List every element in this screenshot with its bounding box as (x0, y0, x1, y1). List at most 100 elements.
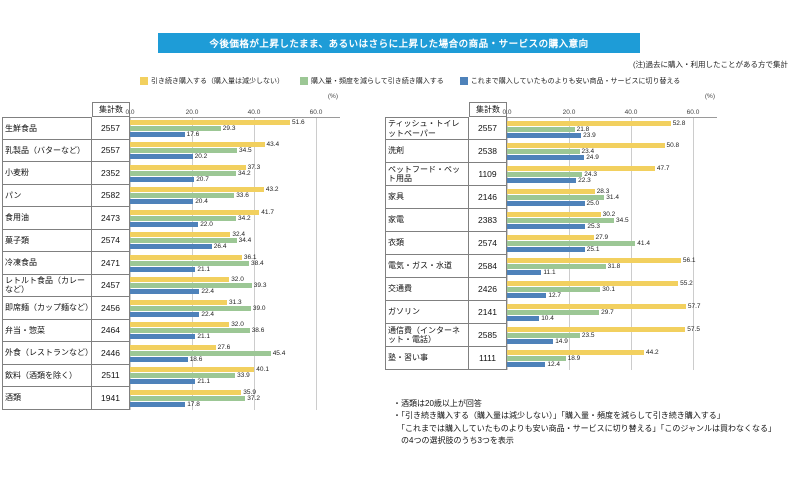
bar-group: 52.8 21.8 23.9 (507, 117, 717, 140)
bar-line: 31.4 (507, 194, 717, 201)
bar-value-label: 17.8 (187, 400, 200, 408)
bar-value-label: 28.3 (596, 188, 610, 195)
category-label: 菓子類 (2, 229, 92, 252)
category-label: 交通費 (385, 278, 469, 301)
bar-line: 26.4 (130, 243, 340, 251)
bar-line: 18.9 (507, 355, 717, 362)
bar-value-label: 38.6 (251, 327, 265, 335)
bar-value-label: 21.1 (197, 265, 211, 273)
bar-line: 41.4 (507, 240, 717, 247)
bar-value-label: 37.3 (247, 163, 261, 171)
bar-line: 29.7 (507, 309, 717, 316)
bar-value-label: 17.6 (186, 131, 200, 139)
legend-swatch (459, 77, 468, 85)
bar-line: 17.8 (130, 400, 340, 408)
category-count: 2446 (92, 342, 130, 365)
bar-line: 22.3 (507, 177, 717, 184)
bar (130, 238, 237, 244)
bar-group: 31.3 39.0 22.4 (130, 297, 340, 320)
chart-goods-services: 集計数 (%) 0.0 20.0 40.0 60.0 ティッシュ・トイレットペーパー 2557… (385, 93, 717, 370)
bar-value-label: 26.4 (213, 243, 227, 251)
category-label: 外食（レストランなど） (2, 342, 93, 365)
bar-line: 45.4 (130, 350, 340, 357)
bar-line: 34.4 (130, 238, 340, 244)
bar-value-label: 14.9 (555, 338, 568, 345)
bar-value-label: 29.3 (222, 125, 236, 133)
category-count: 2457 (92, 274, 130, 297)
bar (130, 221, 199, 227)
bar (130, 164, 246, 170)
bar (507, 362, 546, 367)
chart-row: ガソリン 2141 57.7 29.7 10.4 (385, 301, 717, 324)
category-count: 2557 (92, 117, 130, 140)
bar (507, 212, 601, 217)
bar-line: 41.7 (130, 209, 340, 216)
category-count: 2538 (469, 140, 507, 163)
chart-row: 洗剤 2538 50.8 23.4 24.9 (385, 140, 717, 163)
chart-header: 集計数 (%) 0.0 20.0 40.0 60.0 (2, 93, 340, 117)
bar-value-label: 25.3 (587, 223, 601, 230)
bar (507, 304, 686, 309)
bar (507, 120, 671, 126)
bar-line: 10.4 (507, 315, 717, 322)
bar-line: 31.8 (507, 263, 717, 270)
bar-group: 50.8 23.4 24.9 (507, 140, 717, 163)
bar (507, 195, 605, 200)
bar-group: 55.2 30.1 12.7 (507, 278, 717, 301)
bar-value-label: 55.2 (680, 280, 693, 287)
legend-label: 購入量・頻度を減らして引き続き購入する (311, 78, 444, 85)
bar (507, 333, 580, 338)
axis-tick: 60.0 (686, 109, 700, 116)
category-count: 2574 (469, 232, 507, 255)
bar-line: 34.2 (130, 170, 340, 177)
legend-item: これまで購入していたものよりも安い商品・サービスに切り替える (459, 76, 680, 86)
bar-value-label: 20.4 (195, 198, 208, 206)
bar-group: 28.3 31.4 25.0 (507, 186, 717, 209)
bar-line: 44.2 (507, 349, 717, 356)
category-count: 2141 (469, 301, 507, 324)
bar-value-label: 18.9 (567, 355, 581, 362)
bar (130, 244, 212, 250)
bar (507, 149, 580, 154)
category-label: 塾・習い事 (385, 347, 469, 370)
axis-tick: 40.0 (624, 109, 638, 116)
bar-group: 27.6 45.4 18.6 (130, 342, 340, 365)
bar-line: 23.9 (507, 132, 717, 138)
x-axis: (%) 0.0 20.0 40.0 60.0 (125, 93, 340, 117)
legend-item: 購入量・頻度を減らして引き続き購入する (300, 76, 444, 86)
category-count: 2557 (92, 139, 130, 162)
bar (507, 143, 665, 148)
bar-line: 34.2 (130, 215, 340, 222)
bar (130, 322, 230, 328)
bar (130, 209, 260, 215)
bar (130, 260, 249, 266)
bar-value-label: 25.0 (586, 200, 600, 207)
bar (130, 199, 194, 205)
percent-unit-label: (%) (704, 93, 715, 100)
category-label: 家具 (385, 186, 469, 209)
bar (507, 258, 681, 263)
bar (130, 356, 188, 362)
category-label: 弁当・惣菜 (2, 319, 92, 342)
chart-row: 家具 2146 28.3 31.4 25.0 (385, 186, 717, 209)
chart-row: 酒類 1941 35.9 37.2 17.8 (2, 387, 340, 410)
bar-value-label: 27.6 (217, 343, 231, 351)
category-count: 2471 (92, 252, 130, 275)
bar-value-label: 31.8 (607, 263, 621, 270)
bar-value-label: 43.2 (265, 186, 279, 194)
chart-row: ペットフード・ペット用品 1109 47.7 24.3 22.3 (385, 163, 717, 186)
bar-line: 50.8 (507, 142, 717, 149)
category-label: 洗剤 (385, 140, 469, 163)
bar-value-label: 29.7 (601, 309, 614, 316)
bar-line: 43.4 (130, 142, 340, 148)
bar-value-label: 12.7 (548, 292, 562, 299)
bar-value-label: 33.9 (237, 372, 250, 380)
category-count: 2352 (92, 162, 130, 185)
bar-value-label: 22.3 (578, 177, 591, 184)
bar (507, 281, 679, 286)
bar-value-label: 10.4 (541, 315, 554, 322)
bar-line: 22.4 (130, 289, 340, 295)
bar (507, 178, 577, 183)
category-count: 2574 (92, 229, 130, 252)
